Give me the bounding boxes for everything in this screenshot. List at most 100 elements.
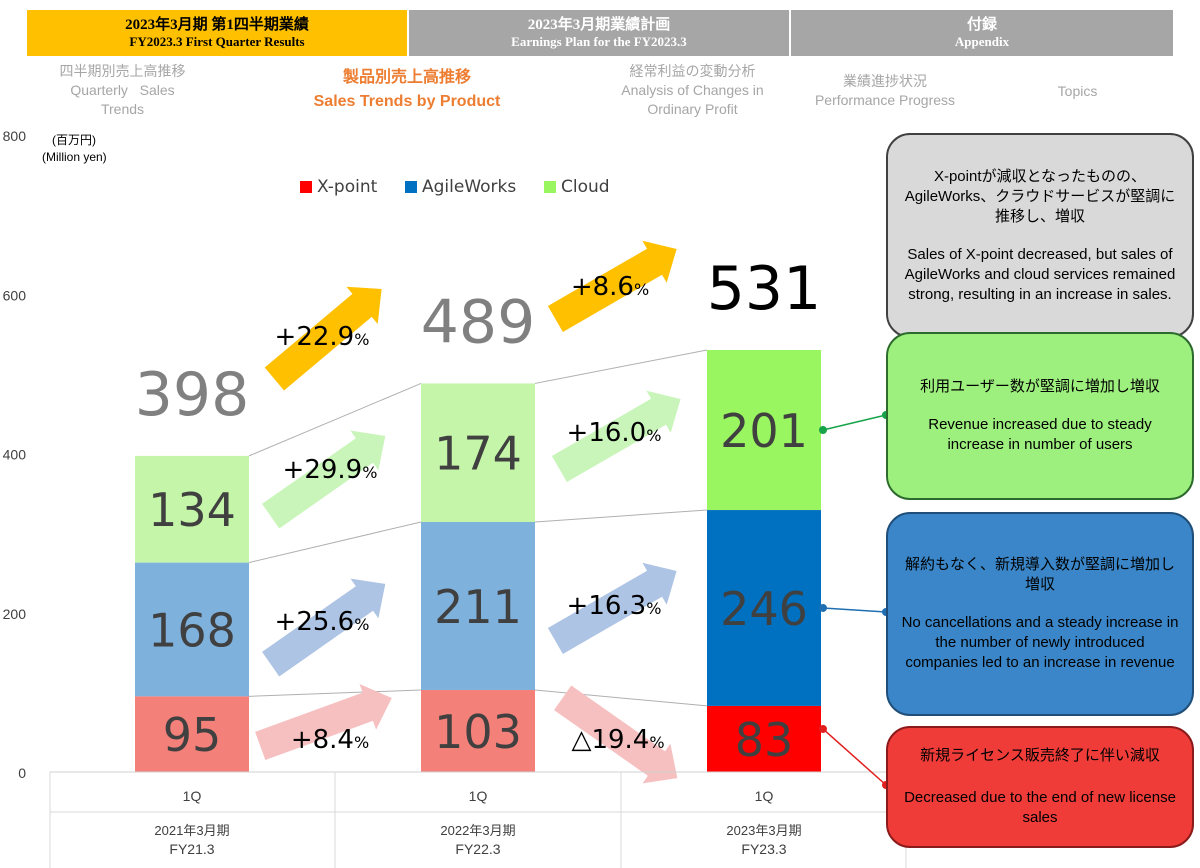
growth-label: +25.6% [275,607,370,637]
bar-cloud [135,455,249,563]
growth-arrow [255,683,392,761]
x-period-ja-label: 2023年3月期 [726,823,802,838]
growth-label: +8.6% [571,272,649,302]
note-xpoint-ja: 新規ライセンス販売終了に伴い減収 [920,747,1160,764]
legend-swatch [405,181,417,193]
note-agile-en: No cancellations and a steady increase i… [901,614,1179,671]
subnav-label-en-2: Trends [100,101,145,117]
connector-line [248,382,422,457]
growth-arrow [551,390,681,482]
note-summary: X-pointが減収となったものの、AgileWorks、クラウドサービスが堅調… [886,133,1194,338]
total-value-label: 398 [135,360,250,430]
callout-dot [819,426,827,435]
subnav-topics[interactable]: Topics [1030,82,1125,101]
note-xpoint: 新規ライセンス販売終了に伴い減収 Decreased due to the en… [886,726,1194,848]
legend-swatch [544,181,556,193]
bar-xpoint [135,696,249,772]
subnav-quarterly-sales[interactable]: 四半期別売上高推移 Quarterly Sales Trends [40,62,205,119]
tab-label-en: Earnings Plan for the FY2023.3 [511,34,687,50]
connector-line [248,689,422,697]
tab-first-quarter-results[interactable]: 2023年3月期 第1四半期業績 FY2023.3 First Quarter … [27,10,407,56]
subnav-label-en: Quarterly Sales [70,82,175,98]
growth-label: +29.9% [283,455,378,485]
bar-cloud [707,349,821,511]
tab-label-en: Appendix [954,34,1010,50]
growth-label: +8.4% [291,725,369,755]
growth-arrow [264,286,382,391]
subnav-performance-progress[interactable]: 業績進捗状況 Performance Progress [800,72,970,110]
x-period-ja-label: 2022年3月期 [440,823,516,838]
growth-arrow [554,685,678,784]
growth-arrow [262,578,386,677]
note-xpoint-en: Decreased due to the end of new license … [904,789,1176,826]
note-summary-en: Sales of X-point decreased, but sales of… [904,245,1176,303]
subnav-label-en: Performance Progress [814,92,956,108]
subnav-label-ja: 製品別売上高推移 [342,69,471,86]
unit-label-en: (Million yen) [42,150,107,164]
note-agile: 解約もなく、新規導入数が堅調に増加し増収 No cancellations an… [886,512,1194,716]
subnav-ordinary-profit[interactable]: 経常利益の変動分析 Analysis of Changes in Ordinar… [600,62,785,119]
subnav-label-en-2: Ordinary Profit [647,101,738,117]
x-period-ja-label: 2021年3月期 [154,823,230,838]
tab-earnings-plan[interactable]: 2023年3月期業績計画 Earnings Plan for the FY202… [409,10,789,56]
x-period-en-label: FY21.3 [169,841,215,857]
tab-appendix[interactable]: 付録 Appendix [791,10,1173,56]
total-value-label: 531 [707,254,822,324]
subnav-label-en: Analysis of Changes in [621,82,764,98]
connector-line [248,521,422,564]
growth-arrow [547,562,677,654]
growth-label: +16.3% [567,591,662,621]
growth-label: +16.0% [567,418,662,448]
x-quarter-label: 1Q [182,788,202,804]
bar-value-label: 83 [735,713,794,767]
bar-cloud [421,383,535,522]
bar-value-label: 201 [720,404,808,458]
bar-value-label: 174 [434,427,522,481]
bar-value-label: 95 [163,708,222,762]
unit-label-ja: (百万円) [52,133,96,147]
growth-arrow [547,240,677,332]
note-cloud-ja: 利用ユーザー数が堅調に増加し増収 [920,378,1160,395]
note-summary-ja: X-pointが減収となったものの、AgileWorks、クラウドサービスが堅調… [904,167,1176,225]
callout-dot [819,603,827,612]
tab-label-ja: 2023年3月期 第1四半期業績 [125,16,309,33]
y-tick-label: 200 [3,606,27,622]
growth-label: +22.9% [275,322,370,352]
growth-arrow [262,430,386,529]
y-tick-label: 600 [3,287,27,303]
bar-value-label: 211 [434,580,522,634]
x-period-en-label: FY23.3 [741,841,787,857]
callout-line [822,728,887,786]
legend-label: X-point [317,177,378,197]
x-category-2: 1Q 2022年3月期 FY22.3 [336,788,620,857]
tab-label-ja: 2023年3月期業績計画 [527,16,671,33]
y-tick-label: 400 [3,447,27,463]
note-cloud: 利用ユーザー数が堅調に増加し増収 Revenue increased due t… [886,332,1194,500]
connector-line [534,509,708,523]
y-tick-label: 0 [18,765,26,781]
subnav-label-en: Topics [1057,83,1098,99]
callout-dot [819,724,827,733]
tab-label-en: FY2023.3 First Quarter Results [129,34,305,50]
x-period-en-label: FY22.3 [455,841,501,857]
legend-label: AgileWorks [422,177,516,197]
subnav-label-en: Sales Trends by Product [313,93,501,110]
callout-line [822,607,887,613]
bar-value-label: 168 [148,603,236,657]
note-agile-ja: 解約もなく、新規導入数が堅調に増加し増収 [904,556,1175,593]
subnav-label-ja: 業績進捗状況 [843,73,927,89]
tab-label-ja: 付録 [966,16,997,33]
bar-agileworks [421,521,535,690]
x-category-1: 1Q 2021年3月期 FY21.3 [50,788,334,857]
bar-agileworks [707,510,821,706]
bar-xpoint [421,689,535,772]
x-category-3: 1Q 2023年3月期 FY23.3 [622,788,906,857]
note-cloud-en: Revenue increased due to steady increase… [928,416,1152,453]
bar-value-label: 103 [434,705,522,759]
subnav-sales-by-product[interactable]: 製品別売上高推移 Sales Trends by Product [292,66,522,114]
bar-agileworks [135,562,249,697]
growth-label: △19.4% [571,725,664,755]
connector-line [534,349,708,384]
legend-label: Cloud [561,177,610,197]
subnav-label-ja: 四半期別売上高推移 [59,63,186,79]
